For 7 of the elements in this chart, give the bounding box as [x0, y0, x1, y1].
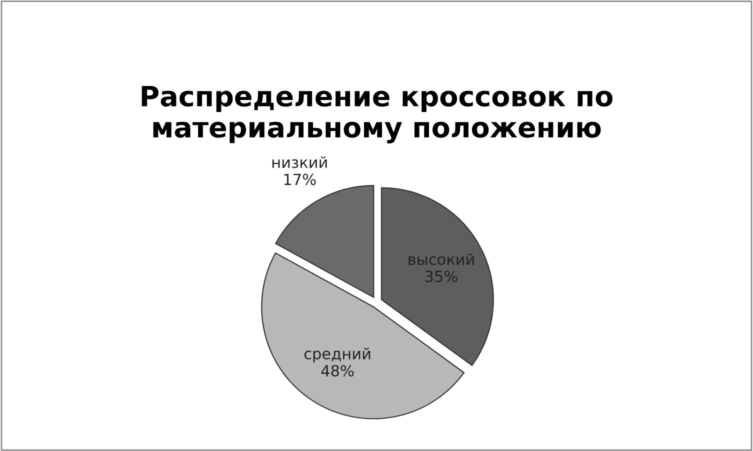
data-label: 48%: [321, 364, 354, 377]
slice-label: высокий: [408, 253, 474, 266]
chart-title: Распределение кроссовок по материальному положению: [142, 86, 612, 144]
data-label: 17%: [284, 174, 316, 186]
slice-label: средний: [304, 348, 370, 362]
slice-label: низкий: [272, 156, 327, 168]
data-label: 35%: [425, 270, 458, 282]
